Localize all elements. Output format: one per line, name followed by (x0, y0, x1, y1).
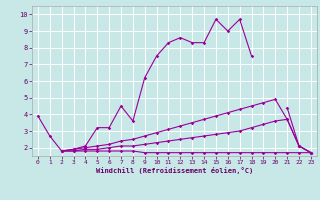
X-axis label: Windchill (Refroidissement éolien,°C): Windchill (Refroidissement éolien,°C) (96, 167, 253, 174)
